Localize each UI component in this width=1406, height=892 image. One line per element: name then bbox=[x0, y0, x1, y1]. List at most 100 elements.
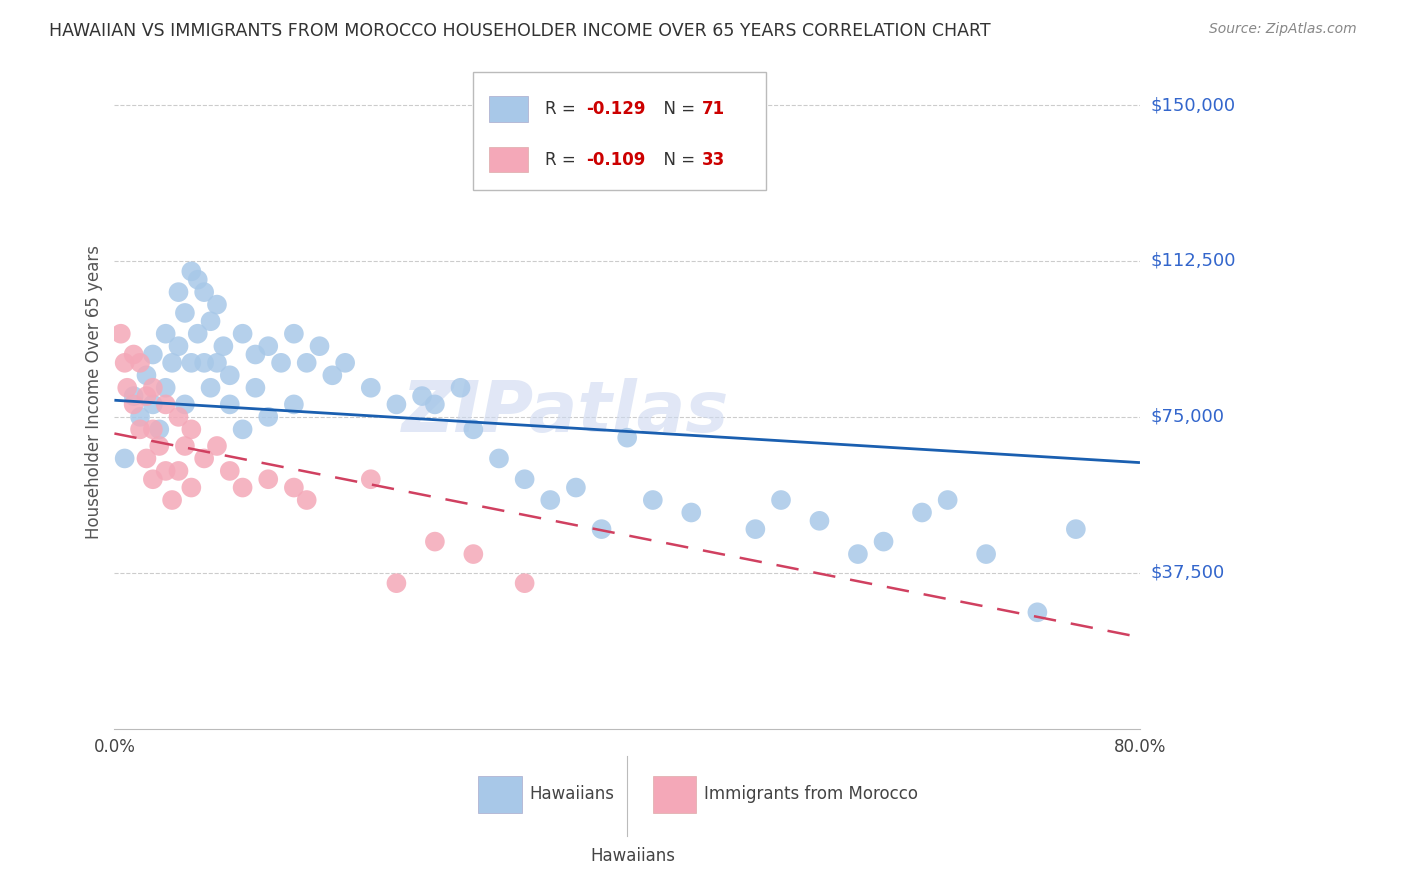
Point bbox=[122, 347, 145, 361]
Text: Source: ZipAtlas.com: Source: ZipAtlas.com bbox=[1209, 22, 1357, 37]
Point bbox=[129, 356, 152, 370]
Point bbox=[160, 356, 183, 370]
Point bbox=[155, 464, 177, 478]
Text: -0.129: -0.129 bbox=[586, 100, 645, 118]
Point bbox=[218, 397, 240, 411]
Point bbox=[411, 389, 433, 403]
Point bbox=[245, 347, 267, 361]
Point bbox=[808, 514, 831, 528]
Point bbox=[135, 368, 157, 383]
Point bbox=[218, 464, 240, 478]
Point bbox=[936, 493, 959, 508]
Text: R =: R = bbox=[546, 151, 581, 169]
Point bbox=[232, 326, 254, 341]
Point bbox=[538, 493, 561, 508]
Point bbox=[193, 285, 215, 300]
Point bbox=[180, 481, 202, 495]
Point bbox=[114, 451, 136, 466]
Point bbox=[283, 481, 305, 495]
Point bbox=[270, 356, 292, 370]
Point bbox=[142, 422, 165, 436]
Text: $37,500: $37,500 bbox=[1150, 564, 1225, 582]
Text: Hawaiians: Hawaiians bbox=[591, 847, 675, 865]
Point bbox=[212, 339, 235, 353]
Bar bbox=[489, 147, 527, 172]
Point bbox=[872, 534, 894, 549]
Point bbox=[129, 422, 152, 436]
Point bbox=[200, 314, 222, 328]
Point bbox=[385, 397, 408, 411]
Point bbox=[167, 339, 190, 353]
Point bbox=[333, 356, 356, 370]
Point bbox=[167, 285, 190, 300]
Point bbox=[295, 493, 318, 508]
Point bbox=[1026, 605, 1049, 619]
Bar bbox=[489, 96, 527, 122]
Point bbox=[321, 368, 343, 383]
Point bbox=[283, 326, 305, 341]
Point bbox=[187, 273, 209, 287]
Point bbox=[565, 481, 588, 495]
Bar bbox=[478, 776, 522, 813]
Point bbox=[167, 409, 190, 424]
Point bbox=[205, 439, 228, 453]
Point bbox=[110, 326, 132, 341]
Point bbox=[846, 547, 869, 561]
Point bbox=[155, 397, 177, 411]
Point bbox=[232, 422, 254, 436]
Point bbox=[423, 534, 446, 549]
Point bbox=[283, 397, 305, 411]
Point bbox=[245, 381, 267, 395]
FancyBboxPatch shape bbox=[474, 72, 766, 190]
Point bbox=[180, 356, 202, 370]
Point bbox=[257, 472, 280, 486]
Text: Hawaiians: Hawaiians bbox=[530, 785, 614, 803]
Point bbox=[180, 264, 202, 278]
Text: $150,000: $150,000 bbox=[1150, 96, 1236, 114]
Point bbox=[513, 472, 536, 486]
Point bbox=[135, 389, 157, 403]
Point bbox=[257, 409, 280, 424]
Point bbox=[142, 472, 165, 486]
Point bbox=[129, 409, 152, 424]
Point bbox=[174, 439, 197, 453]
Point bbox=[180, 422, 202, 436]
Point bbox=[463, 422, 485, 436]
Point bbox=[308, 339, 330, 353]
Point bbox=[142, 381, 165, 395]
Point bbox=[174, 306, 197, 320]
Point bbox=[257, 339, 280, 353]
Point bbox=[142, 347, 165, 361]
Text: N =: N = bbox=[652, 100, 700, 118]
Point bbox=[135, 451, 157, 466]
Point bbox=[1064, 522, 1087, 536]
Point bbox=[463, 547, 485, 561]
Point bbox=[974, 547, 997, 561]
Point bbox=[193, 356, 215, 370]
Point bbox=[187, 326, 209, 341]
Bar bbox=[652, 776, 696, 813]
Point bbox=[205, 297, 228, 311]
Point bbox=[360, 472, 382, 486]
Point bbox=[450, 381, 472, 395]
Point bbox=[232, 481, 254, 495]
Point bbox=[155, 326, 177, 341]
Point bbox=[295, 356, 318, 370]
Point bbox=[142, 397, 165, 411]
Text: HAWAIIAN VS IMMIGRANTS FROM MOROCCO HOUSEHOLDER INCOME OVER 65 YEARS CORRELATION: HAWAIIAN VS IMMIGRANTS FROM MOROCCO HOUS… bbox=[49, 22, 991, 40]
Point bbox=[360, 381, 382, 395]
Point bbox=[769, 493, 792, 508]
Point bbox=[114, 356, 136, 370]
Point bbox=[744, 522, 766, 536]
Point bbox=[148, 439, 170, 453]
Point bbox=[122, 397, 145, 411]
Point bbox=[193, 451, 215, 466]
Text: $112,500: $112,500 bbox=[1150, 252, 1236, 270]
Point bbox=[591, 522, 613, 536]
Text: N =: N = bbox=[652, 151, 700, 169]
Point bbox=[148, 422, 170, 436]
Text: $75,000: $75,000 bbox=[1150, 408, 1225, 425]
Text: 33: 33 bbox=[702, 151, 725, 169]
Point bbox=[115, 381, 138, 395]
Point bbox=[167, 464, 190, 478]
